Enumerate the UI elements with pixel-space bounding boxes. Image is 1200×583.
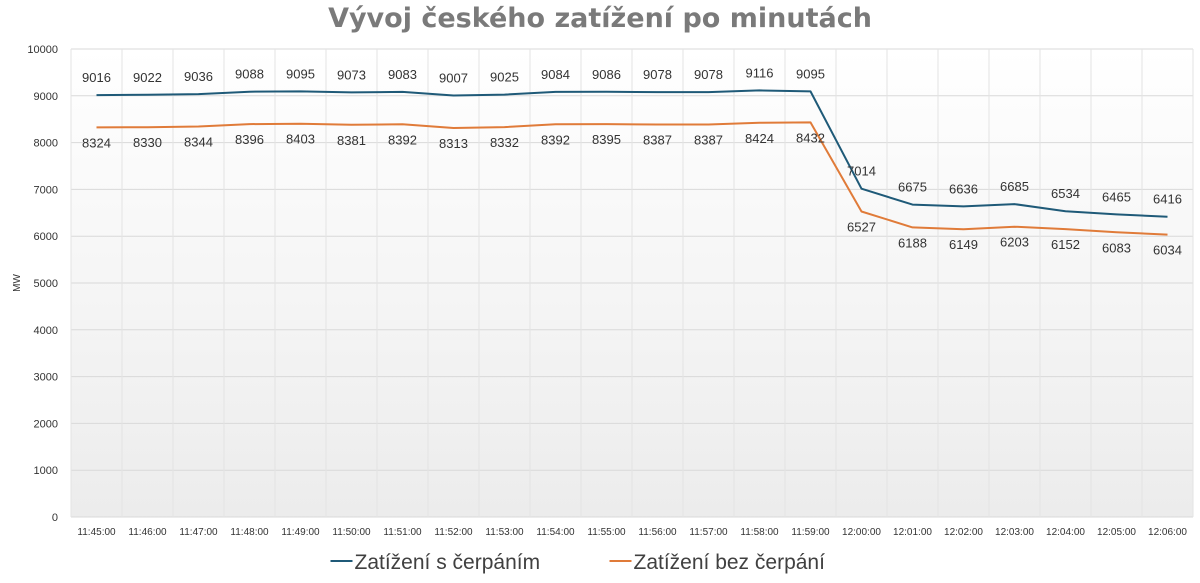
data-label-series-1: 9078 xyxy=(694,67,723,82)
x-tick-label: 12:04:00 xyxy=(1046,527,1085,538)
y-tick-label: 6000 xyxy=(34,231,58,243)
x-tick-label: 11:45:00 xyxy=(77,527,116,538)
data-label-series-2: 8392 xyxy=(541,132,570,147)
x-tick-label: 12:05:00 xyxy=(1097,527,1136,538)
data-label-series-1: 6534 xyxy=(1051,186,1080,201)
x-tick-label: 11:50:00 xyxy=(332,527,371,538)
data-label-series-2: 6527 xyxy=(847,220,876,235)
y-axis-label: MW xyxy=(12,274,23,292)
x-tick-label: 11:52:00 xyxy=(434,527,473,538)
x-tick-label: 11:59:00 xyxy=(791,527,830,538)
x-axis: 11:45:00 11:46:00 11:47:00 11:48:00 11:49:00… xyxy=(77,527,1187,538)
data-label-series-2: 6083 xyxy=(1102,240,1131,255)
y-tick-label: 0 xyxy=(52,512,58,524)
data-label-series-2: 8392 xyxy=(388,132,417,147)
data-label-series-1: 6685 xyxy=(1000,179,1029,194)
data-label-series-1: 6416 xyxy=(1153,192,1182,207)
x-tick-label: 11:58:00 xyxy=(740,527,779,538)
legend-label: Zatížení s čerpáním xyxy=(355,551,541,574)
data-label-series-1: 9116 xyxy=(746,65,774,80)
data-label-series-2: 8432 xyxy=(796,130,825,145)
x-tick-label: 11:55:00 xyxy=(587,527,626,538)
data-label-series-1: 9078 xyxy=(643,67,672,82)
data-label-series-1: 9095 xyxy=(796,66,825,81)
data-label-series-2: 8396 xyxy=(235,132,264,147)
data-label-series-1: 9086 xyxy=(592,67,621,82)
data-label-series-2: 6034 xyxy=(1153,243,1182,258)
data-label-series-2: 8387 xyxy=(643,132,672,147)
data-label-series-1: 6675 xyxy=(898,180,927,195)
data-label-series-1: 6636 xyxy=(949,181,978,196)
y-tick-label: 3000 xyxy=(34,372,58,384)
data-label-series-1: 9088 xyxy=(235,67,264,82)
data-label-series-2: 6149 xyxy=(949,237,978,252)
series-line-2 xyxy=(96,121,1168,236)
x-tick-label: 12:00:00 xyxy=(842,527,881,538)
x-tick-label: 11:54:00 xyxy=(536,527,575,538)
legend-label: Zatížení bez čerpání xyxy=(634,551,826,574)
x-tick-label: 11:53:00 xyxy=(485,527,524,538)
data-label-series-1: 9083 xyxy=(388,67,417,82)
data-label-series-2: 8313 xyxy=(439,136,468,151)
y-tick-label: 4000 xyxy=(34,325,58,337)
data-label-series-2: 8424 xyxy=(745,131,774,146)
data-label-series-1: 9095 xyxy=(286,66,315,81)
legend-item-2: Zatížení bez čerpání xyxy=(609,551,826,574)
x-tick-label: 11:57:00 xyxy=(689,527,728,538)
y-tick-label: 2000 xyxy=(34,418,58,430)
x-tick-label: 11:46:00 xyxy=(128,527,167,538)
x-tick-label: 11:47:00 xyxy=(179,527,218,538)
chart-title: Vývoj českého zatížení po minutách xyxy=(328,3,872,34)
data-label-series-2: 8330 xyxy=(133,135,162,150)
y-tick-label: 7000 xyxy=(34,184,58,196)
legend-item-1: Zatížení s čerpáním xyxy=(330,551,541,574)
x-tick-label: 11:49:00 xyxy=(281,527,320,538)
y-tick-label: 1000 xyxy=(34,465,58,477)
series-line-1 xyxy=(96,89,1168,218)
x-tick-label: 12:02:00 xyxy=(944,527,983,538)
y-tick-label: 9000 xyxy=(34,91,58,103)
data-label-series-1: 6465 xyxy=(1102,189,1131,204)
data-label-series-2: 6188 xyxy=(898,235,927,250)
data-label-series-2: 8344 xyxy=(184,135,213,150)
y-tick-label: 10000 xyxy=(27,44,58,56)
x-tick-label: 11:48:00 xyxy=(230,527,269,538)
data-label-series-2: 8395 xyxy=(592,132,621,147)
y-axis: 0 1000 2000 3000 4000 5000 6000 7000 8000 9000 100… xyxy=(27,44,58,524)
data-label-series-2: 8403 xyxy=(286,132,315,147)
x-tick-label: 11:56:00 xyxy=(638,527,677,538)
series-lines xyxy=(96,89,1168,236)
data-label-series-1: 9025 xyxy=(490,70,519,85)
legend: Zatížení s čerpáním Zatížení bez čerpání xyxy=(330,551,826,574)
data-label-series-2: 8332 xyxy=(490,135,519,150)
data-label-series-1: 9084 xyxy=(541,67,570,82)
data-label-series-1: 9073 xyxy=(337,67,366,82)
data-label-series-1: 9036 xyxy=(184,69,213,84)
data-label-series-1: 7014 xyxy=(847,164,876,179)
x-tick-label: 11:51:00 xyxy=(383,527,422,538)
data-labels: 9016 9022 9036 9088 9095 9073 9083 9007 9025 9084… xyxy=(82,65,1182,257)
data-label-series-1: 9022 xyxy=(133,70,162,85)
data-label-series-2: 8381 xyxy=(337,133,366,148)
y-tick-label: 5000 xyxy=(34,278,58,290)
grid xyxy=(70,48,1194,518)
data-label-series-2: 8387 xyxy=(694,132,723,147)
data-label-series-1: 9007 xyxy=(439,70,468,85)
x-tick-label: 12:06:00 xyxy=(1148,527,1187,538)
x-tick-label: 12:03:00 xyxy=(995,527,1034,538)
x-tick-label: 12:01:00 xyxy=(893,527,932,538)
data-label-series-2: 6152 xyxy=(1051,237,1080,252)
data-label-series-2: 8324 xyxy=(82,135,111,150)
y-tick-label: 8000 xyxy=(34,138,58,150)
data-label-series-1: 9016 xyxy=(82,70,111,85)
data-label-series-2: 6203 xyxy=(1000,235,1029,250)
